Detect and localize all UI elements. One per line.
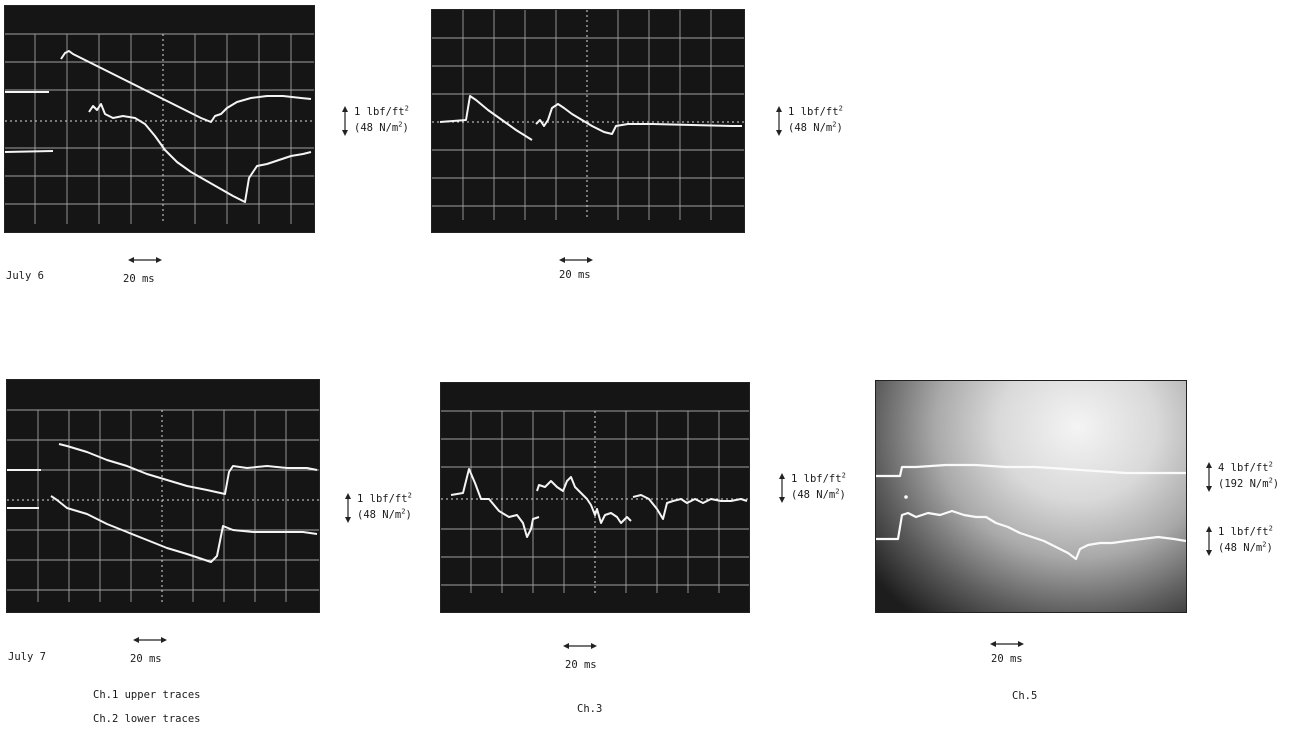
time-scale-arrow-icon bbox=[133, 636, 167, 644]
time-scale-arrow-icon bbox=[559, 256, 593, 264]
superscript: 2 bbox=[1268, 476, 1273, 485]
superscript: 2 bbox=[1268, 460, 1273, 469]
time-scale-label: 20 ms bbox=[123, 273, 155, 285]
superscript: 2 bbox=[1262, 540, 1267, 549]
paren: ) bbox=[1266, 542, 1273, 554]
oscilloscope-trace-july6-ch3 bbox=[432, 10, 744, 232]
caption-ch5: Ch.5 bbox=[1012, 690, 1038, 702]
superscript: 2 bbox=[404, 104, 409, 113]
oscilloscope-trace-july7-ch3 bbox=[441, 383, 749, 612]
scale-lbf-text: 1 lbf/ft bbox=[791, 473, 842, 485]
superscript: 2 bbox=[407, 491, 412, 500]
time-scale-label: 20 ms bbox=[130, 653, 162, 665]
double-arrow-vertical-icon bbox=[776, 106, 782, 136]
scale-nm-text: (192 N/m bbox=[1218, 478, 1269, 490]
superscript: 2 bbox=[398, 120, 403, 129]
date-label-july7: July 7 bbox=[8, 651, 46, 663]
paren: ) bbox=[402, 122, 409, 134]
scale-nm-text: (48 N/m bbox=[791, 489, 836, 501]
caption-ch1: Ch.1 upper traces bbox=[93, 689, 201, 701]
date-label-july6: July 6 bbox=[6, 270, 44, 282]
scale-nm-text: (48 N/m bbox=[354, 122, 399, 134]
scale-lbf-text: 4 lbf/ft bbox=[1218, 462, 1269, 474]
oscilloscope-trace-july6-ch1-ch2 bbox=[5, 6, 314, 232]
superscript: 2 bbox=[835, 487, 840, 496]
scale-lbf-text: 1 lbf/ft bbox=[1218, 526, 1269, 538]
time-scale-label: 20 ms bbox=[991, 653, 1023, 665]
scale-nm-text: (48 N/m bbox=[788, 122, 833, 134]
double-arrow-vertical-icon bbox=[779, 473, 785, 503]
superscript: 2 bbox=[832, 120, 837, 129]
superscript: 2 bbox=[401, 507, 406, 516]
scale-lbf-text: 1 lbf/ft bbox=[354, 106, 405, 118]
double-arrow-vertical-icon bbox=[345, 493, 351, 523]
scale-nm-text: (48 N/m bbox=[1218, 542, 1263, 554]
paren: ) bbox=[405, 509, 412, 521]
double-arrow-vertical-icon bbox=[1206, 526, 1212, 556]
scale-nm-text: (48 N/m bbox=[357, 509, 402, 521]
time-scale-arrow-icon bbox=[563, 642, 597, 650]
superscript: 2 bbox=[1268, 524, 1273, 533]
caption-ch2: Ch.2 lower traces bbox=[93, 713, 201, 725]
oscilloscope-trace-july7-ch1-ch2 bbox=[7, 380, 319, 612]
double-arrow-vertical-icon bbox=[342, 106, 348, 136]
paren: ) bbox=[1272, 478, 1280, 490]
caption-ch3: Ch.3 bbox=[577, 703, 603, 715]
time-scale-label: 20 ms bbox=[565, 659, 597, 671]
time-scale-arrow-icon bbox=[128, 256, 162, 264]
superscript: 2 bbox=[838, 104, 843, 113]
double-arrow-vertical-icon bbox=[1206, 462, 1212, 492]
oscilloscope-trace-july7-ch5 bbox=[876, 381, 1186, 612]
time-scale-label: 20 ms bbox=[559, 269, 591, 281]
scale-lbf-text: 1 lbf/ft bbox=[357, 493, 408, 505]
paren: ) bbox=[839, 489, 846, 501]
scale-lbf-text: 1 lbf/ft bbox=[788, 106, 839, 118]
time-scale-arrow-icon bbox=[990, 640, 1024, 648]
superscript: 2 bbox=[841, 471, 846, 480]
paren: ) bbox=[836, 122, 843, 134]
